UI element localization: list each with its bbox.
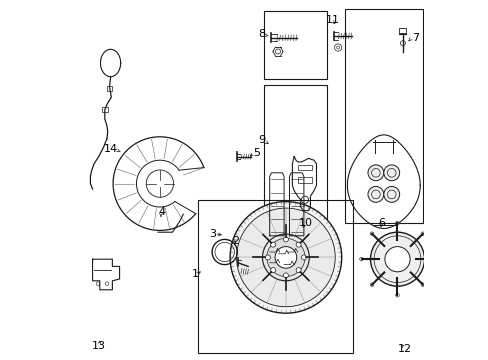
Bar [345,9,422,223]
Circle shape [395,293,399,297]
Circle shape [384,247,409,272]
Bar [297,177,311,183]
Bar [197,200,352,353]
Circle shape [283,273,288,278]
Bar [399,28,406,33]
Circle shape [369,283,373,287]
Circle shape [270,267,275,273]
Circle shape [367,165,383,181]
Text: 2: 2 [231,236,239,246]
Text: 10: 10 [298,218,312,228]
Circle shape [359,257,363,261]
Circle shape [395,221,399,225]
Circle shape [420,232,424,235]
Text: 5: 5 [253,148,260,158]
Circle shape [230,202,341,313]
Circle shape [383,186,399,202]
Circle shape [296,267,301,273]
Bar [102,107,107,112]
Text: 14: 14 [103,144,118,154]
Circle shape [296,242,301,247]
Circle shape [236,208,335,307]
Text: 12: 12 [397,344,411,354]
Text: 4: 4 [158,207,165,217]
Circle shape [262,234,309,281]
Circle shape [367,186,383,202]
Circle shape [275,247,296,268]
Circle shape [420,283,424,287]
Bar [264,11,326,79]
Circle shape [369,232,373,235]
Text: 11: 11 [325,15,339,25]
Bar [106,86,112,91]
Circle shape [270,242,275,247]
Circle shape [431,257,434,261]
Bar [264,85,326,223]
Circle shape [383,165,399,181]
Circle shape [265,255,270,260]
Bar [297,165,311,170]
Text: 1: 1 [191,269,198,279]
Text: 7: 7 [411,33,418,43]
Circle shape [301,255,306,260]
Text: 8: 8 [258,29,265,39]
Text: 6: 6 [377,218,384,228]
Circle shape [266,238,305,276]
Text: 9: 9 [258,135,265,145]
Text: 13: 13 [92,341,105,351]
Circle shape [283,237,288,242]
Text: 3: 3 [208,229,215,239]
Circle shape [370,232,424,286]
